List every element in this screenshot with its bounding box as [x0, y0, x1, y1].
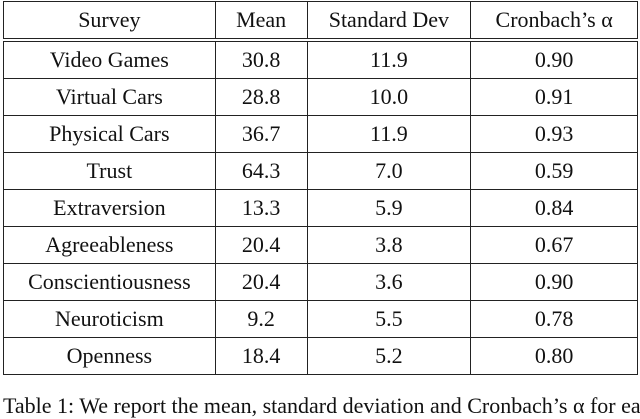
table-row: Trust 64.3 7.0 0.59: [3, 152, 638, 190]
table-row: Extraversion 13.3 5.9 0.84: [3, 189, 638, 227]
value-cell: 64.3: [214, 152, 308, 190]
survey-name: Extraversion: [3, 189, 216, 227]
header-cell: Cronbach’s α: [470, 1, 638, 42]
table-row: Virtual Cars 28.8 10.0 0.91: [3, 78, 638, 116]
value-cell: 0.78: [470, 300, 638, 338]
value-cell: 3.6: [306, 263, 472, 301]
value-cell: 0.84: [470, 189, 638, 227]
table-row: Physical Cars 36.7 11.9 0.93: [3, 115, 638, 153]
survey-name: Openness: [3, 337, 216, 375]
table-row: Neuroticism 9.2 5.5 0.78: [3, 300, 638, 338]
table-row: Video Games 30.8 11.9 0.90: [3, 39, 638, 79]
survey-name: Virtual Cars: [3, 78, 216, 116]
value-cell: 0.93: [470, 115, 638, 153]
value-cell: 0.91: [470, 78, 638, 116]
value-cell: 30.8: [214, 39, 308, 79]
value-cell: 18.4: [214, 337, 308, 375]
value-cell: 36.7: [214, 115, 308, 153]
value-cell: 7.0: [306, 152, 472, 190]
table-row: Agreeableness 20.4 3.8 0.67: [3, 226, 638, 264]
value-cell: 3.8: [306, 226, 472, 264]
survey-name: Trust: [3, 152, 216, 190]
value-cell: 0.59: [470, 152, 638, 190]
value-cell: 9.2: [214, 300, 308, 338]
value-cell: 0.67: [470, 226, 638, 264]
value-cell: 11.9: [306, 39, 472, 79]
table-header: Survey Mean Standard Dev Cronbach’s α: [3, 1, 638, 42]
survey-name: Neuroticism: [3, 300, 216, 338]
table-caption: Table 1: We report the mean, standard de…: [3, 393, 640, 418]
value-cell: 20.4: [214, 226, 308, 264]
value-cell: 0.90: [470, 39, 638, 79]
table-row: Conscientiousness 20.4 3.6 0.90: [3, 263, 638, 301]
value-cell: 10.0: [306, 78, 472, 116]
value-cell: 5.5: [306, 300, 472, 338]
survey-name: Agreeableness: [3, 226, 216, 264]
value-cell: 13.3: [214, 189, 308, 227]
header-row: Survey Mean Standard Dev Cronbach’s α: [3, 1, 638, 42]
value-cell: 11.9: [306, 115, 472, 153]
page: Survey Mean Standard Dev Cronbach’s α Video…: [3, 1, 640, 418]
survey-name: Video Games: [3, 39, 216, 79]
value-cell: 5.2: [306, 337, 472, 375]
value-cell: 5.9: [306, 189, 472, 227]
table-body: Video Games 30.8 11.9 0.90 Virtual Cars 28.8 1…: [3, 39, 638, 375]
value-cell: 28.8: [214, 78, 308, 116]
survey-name: Conscientiousness: [3, 263, 216, 301]
header-cell: Mean: [214, 1, 308, 42]
table-row: Openness 18.4 5.2 0.80: [3, 337, 638, 375]
value-cell: 20.4: [214, 263, 308, 301]
value-cell: 0.80: [470, 337, 638, 375]
value-cell: 0.90: [470, 263, 638, 301]
survey-name: Physical Cars: [3, 115, 216, 153]
header-cell: Standard Dev: [306, 1, 472, 42]
survey-table: Survey Mean Standard Dev Cronbach’s α Video…: [3, 1, 638, 375]
header-cell: Survey: [3, 1, 216, 42]
